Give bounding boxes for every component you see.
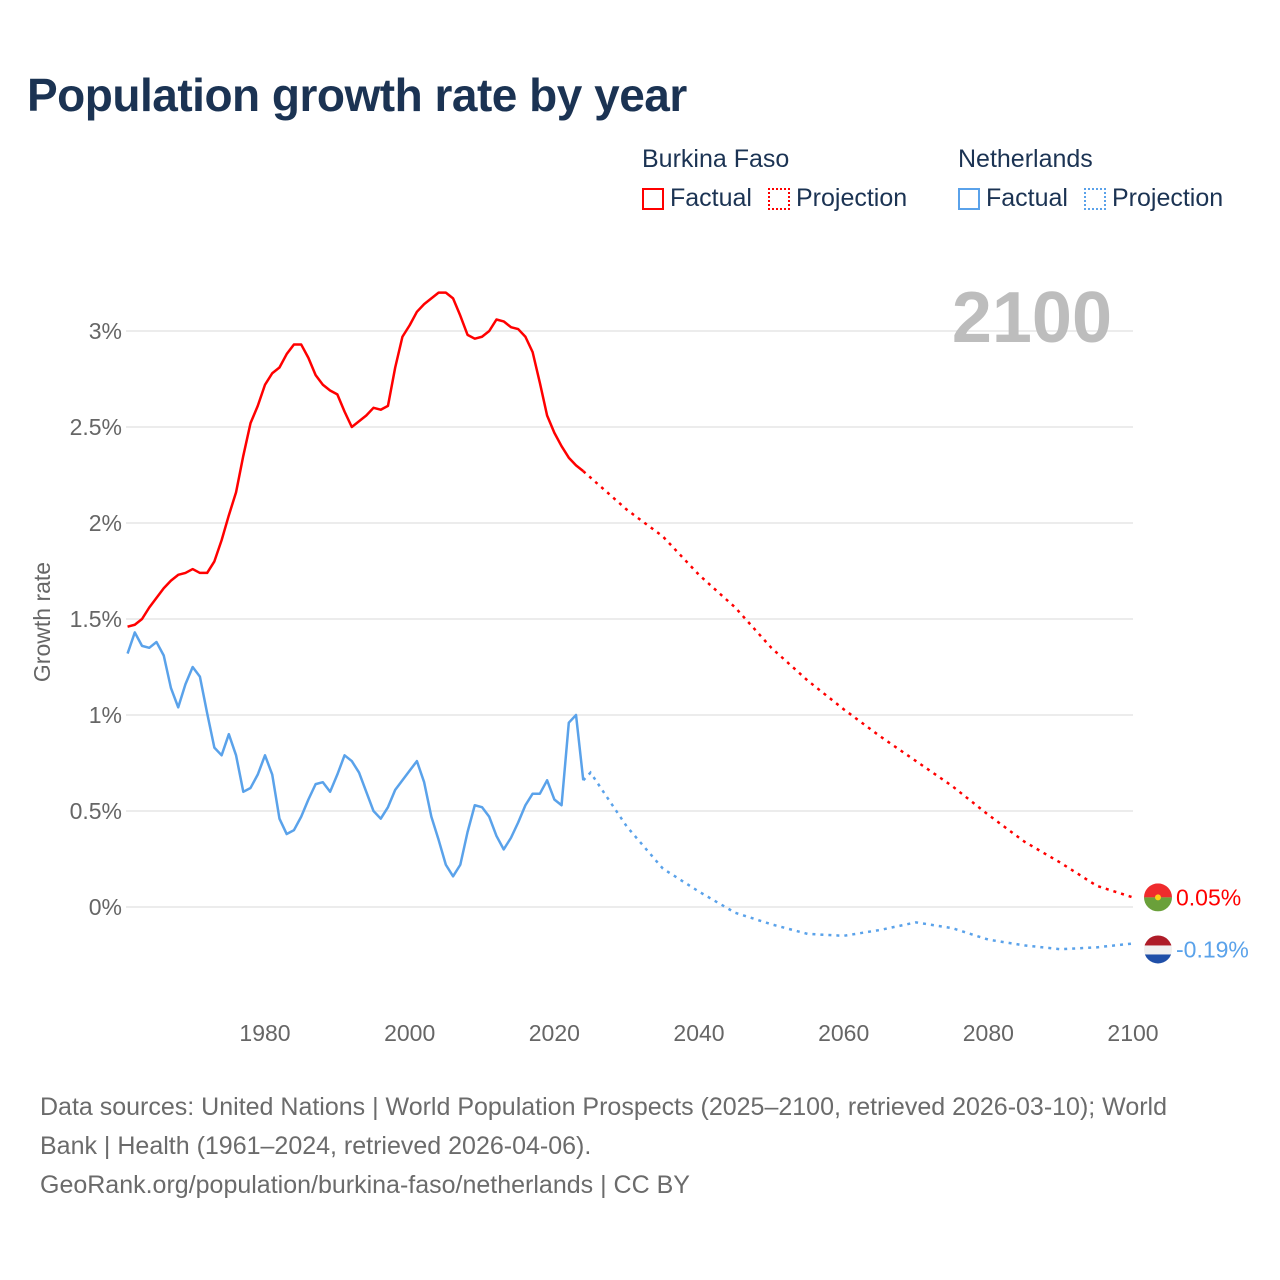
factual-line-burkina-faso	[127, 291, 585, 628]
y-tick-label: 0.5%	[70, 798, 122, 824]
x-tick-label: 2100	[1107, 1020, 1158, 1046]
solid-swatch-icon	[958, 187, 980, 210]
legend-label: Factual	[670, 184, 752, 212]
y-tick-label: 1%	[89, 702, 122, 728]
flag-burkina-faso-icon	[1144, 883, 1172, 912]
legend-burkina-faso: Burkina Faso Factual Projection	[642, 145, 907, 213]
x-tick-label: 2020	[529, 1020, 580, 1046]
flag-netherlands-icon	[1144, 935, 1172, 964]
dotted-swatch-icon	[1083, 187, 1106, 210]
dotted-swatch-icon	[767, 187, 790, 210]
y-tick-label: 1.5%	[70, 606, 122, 632]
x-tick-label: 2060	[818, 1020, 869, 1046]
solid-swatch-icon	[642, 187, 664, 210]
x-tick-label: 2080	[963, 1020, 1014, 1046]
projection-line-burkina-faso	[582, 470, 1134, 899]
legend-item-factual[interactable]: Factual	[958, 184, 1068, 213]
source-line: Data sources: United Nations | World Pop…	[40, 1093, 1168, 1121]
legend-country-label: Burkina Faso	[642, 145, 790, 173]
legend-netherlands: Netherlands Factual Projection	[958, 145, 1223, 213]
source-line: Bank | Health (1961–2024, retrieved 2026…	[40, 1132, 592, 1160]
legend-label: Projection	[795, 184, 908, 212]
y-tick-label: 3%	[89, 318, 122, 344]
flag-stripe-red	[1144, 883, 1172, 898]
legend-label: Factual	[986, 184, 1068, 212]
x-tick-label: 2040	[673, 1020, 724, 1046]
y-axis-label: Growth rate	[29, 562, 55, 682]
y-tick-label: 2.5%	[70, 414, 122, 440]
line-chart: 0% 0.5% 1% 1.5% 2% 2.5% 3% 1980 2000 2020 2040 206…	[29, 278, 1249, 1046]
flag-stripe-blue	[1144, 954, 1172, 964]
legend-label: Projection	[1111, 184, 1224, 212]
legend-item-projection[interactable]: Projection	[767, 184, 908, 213]
flag-stripe-white	[1144, 945, 1172, 955]
flag-stripe-red	[1144, 935, 1172, 946]
chart-title: Population growth rate by year	[27, 69, 687, 121]
flag-stripes	[1144, 935, 1172, 964]
factual-line-netherlands	[126, 631, 585, 878]
flag-stripes	[1144, 883, 1172, 912]
year-overlay-label: 2100	[952, 278, 1112, 358]
y-tick-label: 2%	[89, 510, 122, 536]
end-value-label-netherlands: -0.19%	[1176, 936, 1249, 962]
x-tick-label: 1980	[239, 1020, 290, 1046]
source-link[interactable]: GeoRank.org/population/burkina-faso/neth…	[40, 1171, 690, 1199]
legend-item-projection[interactable]: Projection	[1083, 184, 1224, 213]
y-tick-label: 0%	[89, 894, 122, 920]
end-value-label-burkina-faso: 0.05%	[1176, 884, 1241, 910]
legend-item-factual[interactable]: Factual	[642, 184, 752, 213]
legend-country-label: Netherlands	[958, 145, 1093, 173]
x-tick-label: 2000	[384, 1020, 435, 1046]
projection-line-netherlands	[582, 770, 1134, 951]
flag-star	[1155, 894, 1161, 901]
source-note: Data sources: United Nations | World Pop…	[40, 1088, 1240, 1205]
flag-stripe-green	[1144, 897, 1172, 912]
